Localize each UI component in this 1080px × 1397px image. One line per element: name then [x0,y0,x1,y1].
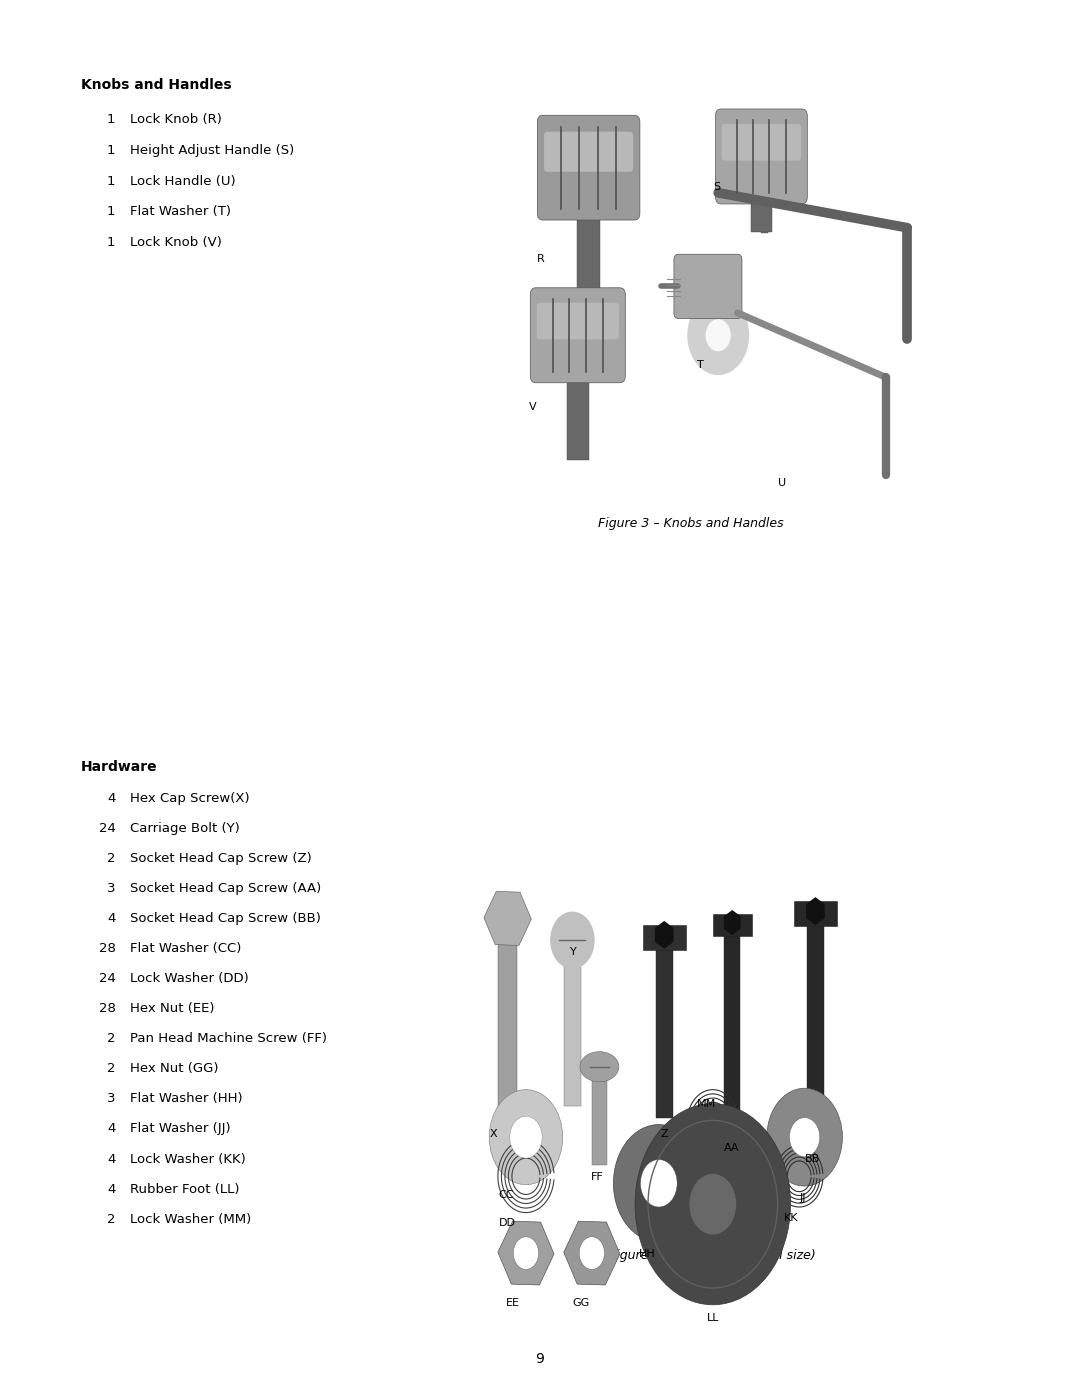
Text: CC: CC [498,1190,513,1200]
Text: Lock Knob (V): Lock Knob (V) [130,236,221,249]
Circle shape [489,1090,563,1185]
Text: Pan Head Machine Screw (FF): Pan Head Machine Screw (FF) [130,1032,326,1045]
Text: 2: 2 [107,1213,116,1225]
Text: EE: EE [505,1298,519,1308]
Text: U: U [778,478,786,488]
Circle shape [551,912,594,968]
Text: Figure 4 – Hardware (actual size): Figure 4 – Hardware (actual size) [609,1249,816,1261]
Text: Rubber Foot (LL): Rubber Foot (LL) [130,1182,239,1196]
Text: Figure 3 – Knobs and Handles: Figure 3 – Knobs and Handles [598,517,784,529]
Bar [725,936,741,1132]
Text: LL: LL [706,1313,719,1323]
Text: JJ: JJ [799,1193,806,1203]
Text: 28: 28 [98,942,116,956]
Text: S: S [713,182,720,191]
Text: Lock Washer (KK): Lock Washer (KK) [130,1153,245,1165]
Text: Y: Y [570,947,577,957]
Text: 4: 4 [107,1153,116,1165]
Bar [794,901,837,926]
Text: AA: AA [724,1143,739,1153]
Text: 28: 28 [98,1003,116,1016]
Text: 3: 3 [107,1092,116,1105]
FancyBboxPatch shape [537,303,619,339]
FancyBboxPatch shape [544,131,633,172]
Bar [807,926,824,1143]
Bar [713,914,752,936]
Text: 2: 2 [107,1032,116,1045]
Text: 4: 4 [107,792,116,805]
Text: Socket Head Cap Screw (AA): Socket Head Cap Screw (AA) [130,883,321,895]
Text: 9: 9 [536,1352,544,1366]
Text: V: V [529,402,537,412]
Circle shape [706,320,730,351]
Text: Flat Washer (JJ): Flat Washer (JJ) [130,1123,230,1136]
Text: Socket Head Cap Screw (Z): Socket Head Cap Screw (Z) [130,852,311,865]
Text: BB: BB [805,1154,820,1164]
Text: 2: 2 [107,852,116,865]
Text: 24: 24 [98,972,116,985]
Text: 1: 1 [107,175,116,187]
Bar [498,943,517,1118]
Text: Hex Nut (GG): Hex Nut (GG) [130,1062,218,1076]
Text: X: X [489,1129,497,1139]
Text: 3: 3 [107,883,116,895]
Text: 1: 1 [107,144,116,156]
Text: MM: MM [697,1099,716,1109]
Text: 4: 4 [107,1123,116,1136]
Circle shape [789,1118,820,1157]
Circle shape [689,1173,737,1235]
Text: Socket Head Cap Screw (BB): Socket Head Cap Screw (BB) [130,912,321,925]
Text: Knobs and Handles: Knobs and Handles [81,78,231,92]
Bar [567,376,589,460]
Text: Flat Washer (CC): Flat Washer (CC) [130,942,241,956]
Text: FF: FF [591,1172,604,1182]
FancyBboxPatch shape [721,124,801,161]
Text: Hex Cap Screw(X): Hex Cap Screw(X) [130,792,249,805]
Text: 1: 1 [107,236,116,249]
Text: Lock Washer (DD): Lock Washer (DD) [130,972,248,985]
Text: Hardware: Hardware [81,760,158,774]
Circle shape [613,1125,704,1242]
Text: Height Adjust Handle (S): Height Adjust Handle (S) [130,144,294,156]
Text: Flat Washer (T): Flat Washer (T) [130,205,231,218]
Text: 1: 1 [107,113,116,126]
FancyBboxPatch shape [538,116,639,219]
Text: Lock Handle (U): Lock Handle (U) [130,175,235,187]
Text: T: T [697,360,703,370]
FancyBboxPatch shape [715,109,807,204]
Text: Hex Nut (EE): Hex Nut (EE) [130,1003,214,1016]
Bar [592,1074,607,1165]
Text: Carriage Bolt (Y): Carriage Bolt (Y) [130,821,240,835]
Text: R: R [537,254,544,264]
Circle shape [579,1236,605,1270]
FancyBboxPatch shape [530,288,625,383]
Bar [577,214,600,331]
Circle shape [635,1104,791,1305]
Text: 24: 24 [98,821,116,835]
Circle shape [767,1088,842,1186]
Bar [751,197,772,232]
Text: Lock Knob (R): Lock Knob (R) [130,113,221,126]
Text: Flat Washer (HH): Flat Washer (HH) [130,1092,242,1105]
Text: DD: DD [499,1218,516,1228]
Circle shape [640,1160,677,1207]
Text: Z: Z [661,1129,669,1139]
Circle shape [513,1236,539,1270]
FancyBboxPatch shape [674,254,742,319]
Text: KK: KK [784,1213,798,1222]
Text: HH: HH [639,1249,657,1259]
Bar [643,925,686,950]
Text: GG: GG [572,1298,590,1308]
Bar [564,960,581,1106]
Text: 1: 1 [107,205,116,218]
Text: 2: 2 [107,1062,116,1076]
Text: 4: 4 [107,912,116,925]
Bar [656,950,673,1118]
Ellipse shape [580,1052,619,1081]
Text: 4: 4 [107,1182,116,1196]
Circle shape [510,1116,542,1158]
Text: Lock Washer (MM): Lock Washer (MM) [130,1213,251,1225]
Circle shape [688,296,748,374]
